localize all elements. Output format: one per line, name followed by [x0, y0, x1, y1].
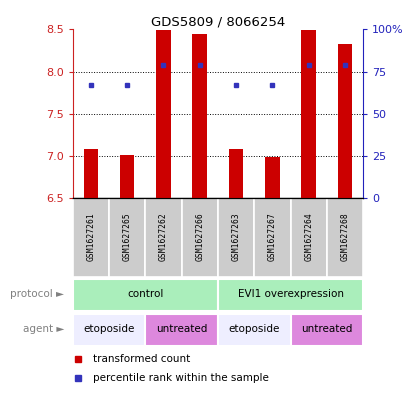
Bar — [181, 198, 218, 277]
Text: GSM1627264: GSM1627264 — [304, 212, 313, 261]
Bar — [218, 279, 363, 310]
Text: protocol ►: protocol ► — [10, 289, 64, 299]
Text: GSM1627268: GSM1627268 — [340, 212, 349, 261]
Bar — [327, 198, 363, 277]
Text: EVI1 overexpression: EVI1 overexpression — [237, 289, 344, 299]
Text: transformed count: transformed count — [93, 354, 190, 364]
Bar — [338, 44, 352, 198]
Bar — [145, 314, 218, 346]
Text: percentile rank within the sample: percentile rank within the sample — [93, 373, 269, 382]
Text: untreated: untreated — [156, 324, 207, 334]
Bar — [73, 198, 109, 277]
Bar — [73, 314, 145, 346]
Title: GDS5809 / 8066254: GDS5809 / 8066254 — [151, 15, 285, 28]
Bar — [83, 149, 98, 198]
Bar — [254, 198, 290, 277]
Bar — [229, 149, 243, 198]
Bar — [218, 314, 290, 346]
Bar — [193, 34, 207, 198]
Bar — [218, 198, 254, 277]
Bar — [290, 314, 363, 346]
Bar — [109, 198, 145, 277]
Bar — [290, 198, 327, 277]
Bar — [265, 157, 280, 198]
Text: etoposide: etoposide — [229, 324, 280, 334]
Text: agent ►: agent ► — [23, 324, 64, 334]
Bar — [120, 155, 134, 198]
Text: GSM1627261: GSM1627261 — [86, 212, 95, 261]
Bar — [301, 30, 316, 198]
Text: GSM1627263: GSM1627263 — [232, 212, 241, 261]
Text: GSM1627266: GSM1627266 — [195, 212, 204, 261]
Text: GSM1627267: GSM1627267 — [268, 212, 277, 261]
Text: GSM1627262: GSM1627262 — [159, 212, 168, 261]
Bar — [145, 198, 181, 277]
Text: control: control — [127, 289, 164, 299]
Bar — [73, 279, 218, 310]
Text: etoposide: etoposide — [83, 324, 134, 334]
Text: untreated: untreated — [301, 324, 352, 334]
Text: GSM1627265: GSM1627265 — [122, 212, 132, 261]
Bar — [156, 30, 171, 198]
